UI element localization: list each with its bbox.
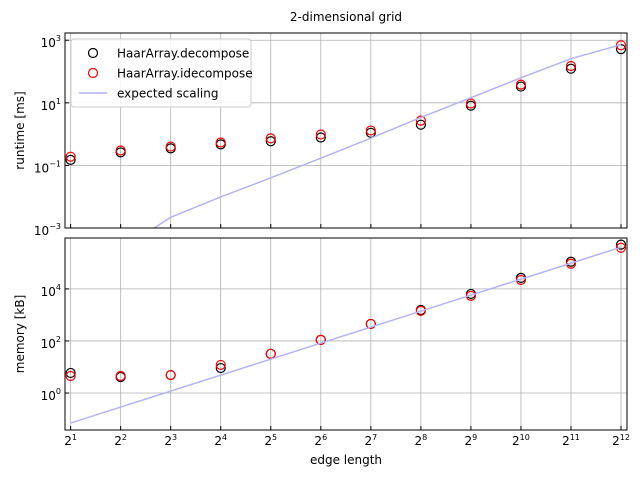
marker (365, 125, 376, 136)
marker (515, 79, 527, 90)
marker (315, 132, 326, 143)
chart-title: 2-dimensional grid (290, 10, 402, 24)
marker (65, 370, 76, 382)
marker (215, 359, 226, 371)
y-tick-label: 104 (41, 282, 61, 298)
marker (465, 98, 477, 109)
line (70, 246, 622, 424)
marker (565, 258, 577, 269)
marker (65, 151, 76, 162)
x-tick-label: 28 (415, 433, 428, 448)
legend-swatch (87, 67, 99, 79)
marker (115, 370, 126, 382)
x-tick-label: 24 (214, 433, 227, 448)
legend-swatch (87, 47, 99, 59)
marker (565, 60, 577, 72)
x-tick-label: 25 (264, 433, 277, 448)
y-tick-label: 10−1 (34, 159, 61, 175)
marker (215, 137, 226, 148)
marker (415, 305, 426, 316)
x-tick-label: 26 (314, 433, 327, 448)
plot-area (65, 239, 627, 424)
marker (315, 129, 326, 140)
x-tick-label: 210 (512, 433, 530, 448)
marker (415, 119, 426, 130)
line (152, 43, 622, 228)
legend-label: expected scaling (117, 87, 218, 101)
marker (165, 141, 176, 152)
marker (615, 44, 627, 55)
marker (65, 367, 76, 379)
axes-frame (64, 237, 628, 431)
y-tick-label: 101 (41, 96, 61, 112)
x-tick-label: 29 (465, 433, 478, 448)
legend-box (70, 38, 252, 108)
marker (615, 239, 627, 250)
marker (415, 115, 426, 126)
x-tick-label: 212 (612, 433, 630, 448)
y-tick-label: 10−3 (34, 222, 61, 238)
legend-label: HaarArray.idecompose (117, 67, 253, 81)
marker (115, 145, 126, 156)
y-tick-label: 100 (41, 387, 61, 403)
marker (315, 334, 326, 345)
marker (265, 133, 276, 144)
y-tick-label: 102 (41, 334, 61, 350)
marker (565, 63, 577, 74)
x-tick-label: 23 (164, 433, 177, 448)
marker (165, 369, 176, 381)
marker (615, 242, 627, 253)
x-tick-label: 22 (114, 433, 127, 448)
y-axis-label: runtime [ms] (13, 91, 27, 169)
marker (265, 136, 276, 147)
x-axis-label: edge length (310, 453, 382, 467)
x-tick-label: 21 (64, 433, 77, 448)
y-axis-label: memory [kB] (13, 295, 27, 374)
plot-area (65, 40, 627, 228)
x-tick-label: 211 (562, 433, 580, 448)
marker (215, 362, 226, 374)
axes-frame (64, 32, 628, 229)
x-tick-label: 27 (364, 433, 377, 448)
y-tick-label: 103 (41, 34, 61, 50)
marker (65, 154, 76, 165)
marker (365, 318, 376, 330)
legend-label: HaarArray.decompose (117, 47, 249, 61)
